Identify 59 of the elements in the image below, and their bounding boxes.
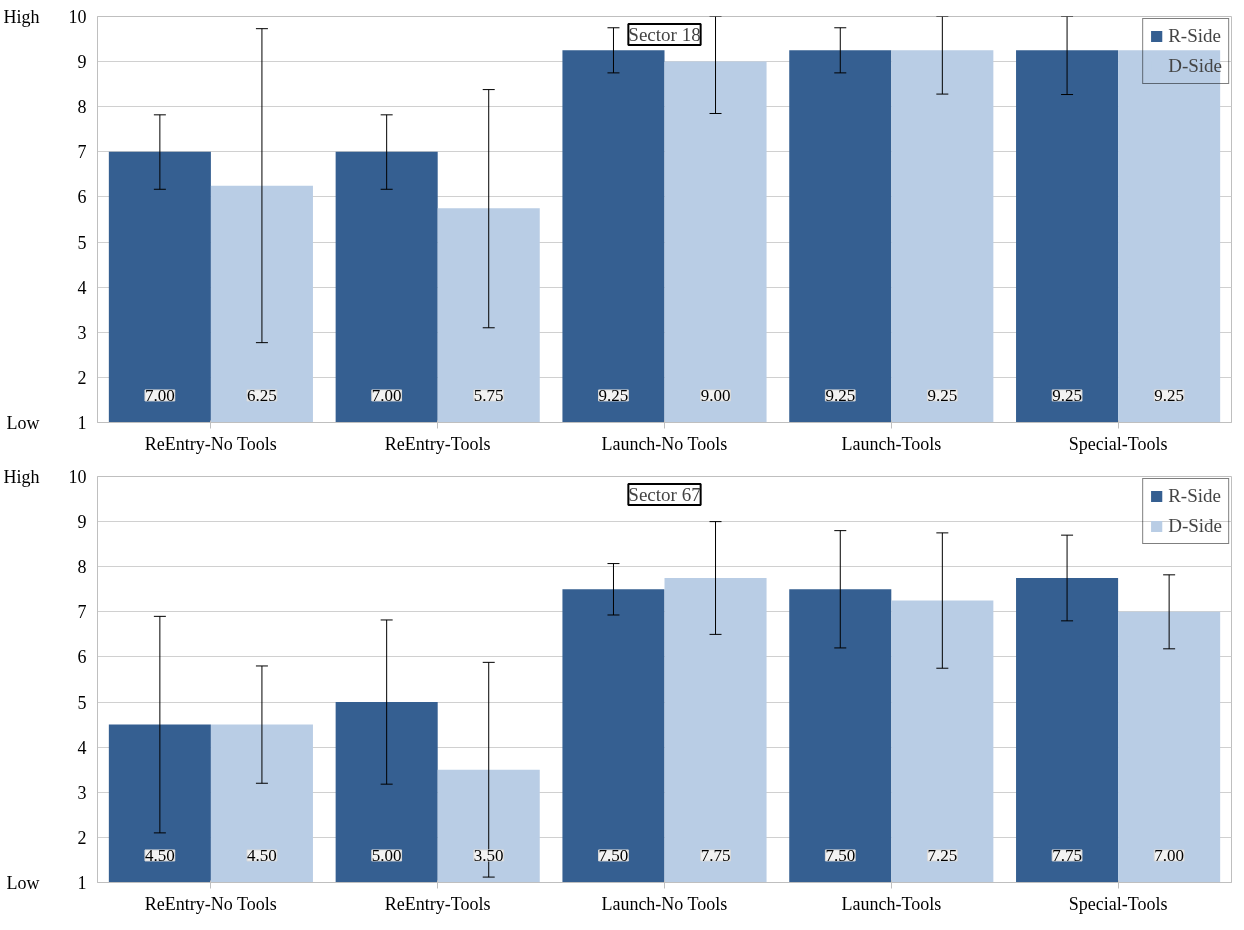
x-tick-label: Launch-No Tools <box>601 433 728 454</box>
y-tick-label: 3 <box>77 322 87 343</box>
x-tick-label: ReEntry-No Tools <box>144 433 277 454</box>
y-tick-label: 4 <box>77 737 87 758</box>
x-tick-label: Launch-Tools <box>841 433 942 454</box>
data-label: 7.75 <box>1052 845 1082 865</box>
y-tick-label: 6 <box>77 647 87 668</box>
legend-label: R-Side <box>1168 485 1221 507</box>
data-label: 9.25 <box>1154 385 1185 405</box>
x-tick-label: Special-Tools <box>1068 433 1168 454</box>
data-label: 5.75 <box>473 385 504 405</box>
data-label: 9.25 <box>825 385 856 405</box>
text: High <box>3 466 40 487</box>
x-tick-label: Special-Tools <box>1068 893 1168 914</box>
x-tick-label: Launch-No Tools <box>601 893 728 914</box>
y-tick-label: 2 <box>77 827 87 848</box>
text: Low <box>6 872 40 893</box>
y-tick-label: 2 <box>77 367 87 388</box>
y-tick-label: 7 <box>77 602 87 623</box>
y-tick-label: 3 <box>77 782 87 803</box>
x-tick-label: Launch-Tools <box>841 893 942 914</box>
data-label: 7.75 <box>700 845 731 865</box>
x-tick-label: ReEntry-Tools <box>384 433 491 454</box>
data-label: 7.00 <box>371 385 402 405</box>
text: Low <box>6 412 40 433</box>
data-label: 9.00 <box>700 385 731 405</box>
y-tick-label: 9 <box>77 52 87 73</box>
y-tick-label: 10 <box>68 467 87 487</box>
data-label: 7.00 <box>1154 845 1185 865</box>
y-tick-label: 1 <box>77 413 87 433</box>
y-tick-label: 5 <box>77 232 87 253</box>
y-tick-label: 7 <box>77 142 87 163</box>
y-tick-label: 8 <box>77 557 87 578</box>
x-tick-label: ReEntry-Tools <box>384 893 491 914</box>
data-label: 5.00 <box>371 845 402 865</box>
series-label: D-Side <box>1168 55 1222 77</box>
data-label: 6.25 <box>247 385 277 405</box>
y-tick-label: 6 <box>77 187 87 208</box>
data-label: 7.50 <box>598 845 629 865</box>
data-label: 9.25 <box>1052 385 1082 405</box>
data-label: 7.50 <box>825 845 856 865</box>
y-tick-label: 4 <box>77 277 87 298</box>
data-label: 7.00 <box>144 385 175 405</box>
y-tick-label: 8 <box>77 97 87 118</box>
y-tick-label: 1 <box>77 873 87 893</box>
data-label: 9.25 <box>927 385 958 405</box>
data-label: 3.50 <box>473 845 504 865</box>
chart-title: Sector 18 <box>628 24 701 46</box>
legend-label: R-Side <box>1168 25 1221 47</box>
legend-label: D-Side <box>1168 515 1222 537</box>
y-tick-label: 9 <box>77 512 87 533</box>
data-label: 4.50 <box>247 845 277 865</box>
data-label: 4.50 <box>144 845 175 865</box>
y-tick-label: 10 <box>68 7 87 27</box>
data-label: 9.25 <box>598 385 629 405</box>
text: High <box>3 6 40 27</box>
x-tick-label: ReEntry-No Tools <box>144 893 277 914</box>
data-label: 7.25 <box>927 845 958 865</box>
y-tick-label: 5 <box>77 692 87 713</box>
